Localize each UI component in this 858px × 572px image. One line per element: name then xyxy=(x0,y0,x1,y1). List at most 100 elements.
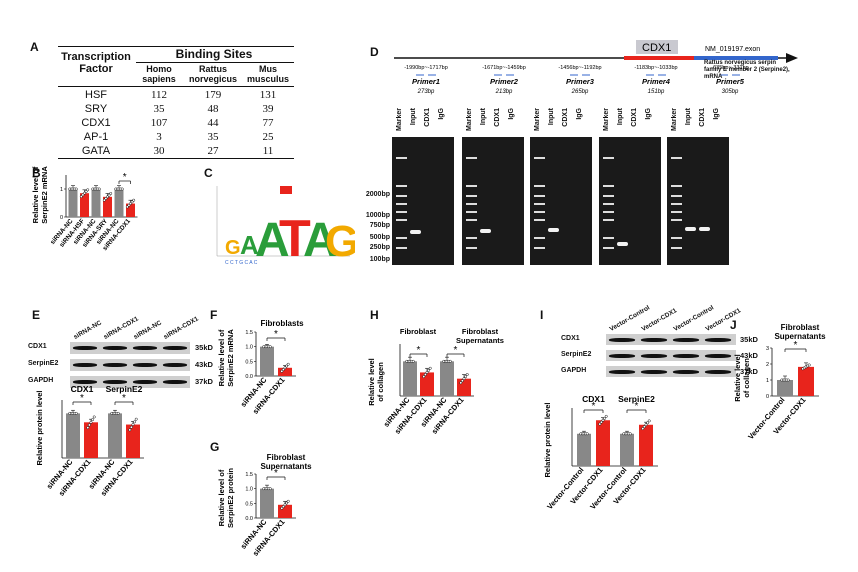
ladder-band xyxy=(671,203,682,205)
data-point xyxy=(83,191,86,195)
protein-band xyxy=(73,346,97,350)
ladder-band xyxy=(603,195,614,197)
group-label: Fibroblast xyxy=(400,327,437,336)
table-cell: 179 xyxy=(204,89,222,101)
table-cell: 3 xyxy=(156,131,162,143)
y-tick-label: 3 xyxy=(766,346,769,352)
data-point xyxy=(647,419,651,423)
significance-star: * xyxy=(635,401,639,412)
data-point xyxy=(460,379,464,383)
ladder-band xyxy=(603,185,614,187)
bar xyxy=(798,366,814,396)
y-tick-label: 1 xyxy=(60,187,63,193)
blot-lane-label: siRNA-NC xyxy=(72,319,103,341)
ladder-band xyxy=(603,237,614,239)
primer-size: 151bp xyxy=(648,89,665,95)
y-axis-label: SerpinE2 mRNA xyxy=(40,166,49,224)
species-rattus: Rattus norvegicus xyxy=(188,64,237,84)
ladder-band xyxy=(396,195,407,197)
table-cell: 11 xyxy=(262,145,274,157)
protein-band xyxy=(609,353,635,358)
data-point xyxy=(585,432,589,436)
y-axis-label: Relative level xyxy=(368,358,376,406)
table-cell: 25 xyxy=(262,131,274,143)
data-point xyxy=(604,414,608,418)
data-point xyxy=(599,420,603,424)
y-axis-label: Relative protein level xyxy=(35,390,44,465)
col-header-tf: Transcription Factor xyxy=(61,51,131,75)
bar xyxy=(440,361,454,396)
data-point xyxy=(106,195,109,199)
logo-letter-a2: A xyxy=(255,214,290,266)
data-point xyxy=(646,421,650,425)
primer-name: Primer5 xyxy=(716,77,745,86)
bar xyxy=(620,433,634,466)
ladder-label: 750bp xyxy=(369,222,390,229)
ladder-band xyxy=(466,195,477,197)
primer-name: Primer4 xyxy=(642,77,671,86)
data-point xyxy=(641,427,645,431)
blot-row-label: CDX1 xyxy=(561,335,580,342)
blot-kd-label: 35kD xyxy=(740,335,758,344)
data-point xyxy=(120,187,124,191)
y-axis-label: of collagen xyxy=(376,362,385,402)
blot-strip xyxy=(70,342,190,354)
binding-sites-table: Transcription Factor Binding Sites Homo … xyxy=(58,46,294,160)
y-axis-label: SerpinE2 protein xyxy=(226,468,235,528)
promoter-map: CDX1 NM_019197. exon -1990bp~-1717bp Prim… xyxy=(394,40,798,95)
bar xyxy=(68,189,78,217)
logo-letter-t-small xyxy=(280,186,292,194)
blot-row-label: GAPDH xyxy=(28,377,54,384)
ladder-band xyxy=(603,157,614,159)
ladder-label: 1000bp xyxy=(365,212,390,219)
panel-label-j: J xyxy=(730,318,737,332)
gel-lane-label: IgG xyxy=(645,108,652,120)
data-point xyxy=(81,193,85,197)
cdx1-box-label: CDX1 xyxy=(642,42,671,54)
significance-star: * xyxy=(123,172,127,183)
ladder-band xyxy=(396,247,407,249)
ladder-label: 250bp xyxy=(369,244,390,251)
bar xyxy=(108,413,122,458)
primer-name: Primer2 xyxy=(490,77,519,86)
data-point xyxy=(598,422,602,426)
data-point xyxy=(92,415,96,419)
group-label: CDX1 xyxy=(71,384,94,394)
panel-label-g: G xyxy=(210,440,220,454)
primer-range: -1671bp~-1459bp xyxy=(482,65,526,71)
protein-band xyxy=(705,353,731,358)
primer-size: 273bp xyxy=(417,89,435,95)
significance-star: * xyxy=(454,345,458,356)
pcr-band xyxy=(617,242,628,246)
significance-star: * xyxy=(592,401,596,412)
gel-lane-label: Marker xyxy=(396,108,403,131)
data-point xyxy=(129,425,133,429)
protein-band xyxy=(133,363,157,367)
chart-g: FibroblastSupernatants0.00.51.01.5siRNA-… xyxy=(217,453,312,558)
panel-label-d: D xyxy=(370,45,379,59)
blot-lane-label: siRNA-CDX1 xyxy=(162,315,200,341)
blot-strip xyxy=(606,350,736,361)
chart-b: 01siRNA-NCsiRNA-HSFsiRNA-NCsiRNA-SRYsiRN… xyxy=(31,166,138,252)
logo-minor-letters: C C T G C A C xyxy=(225,260,258,266)
group-label: CDX1 xyxy=(582,394,605,404)
y-tick-label: 1 xyxy=(766,378,769,384)
cdx1-box xyxy=(636,40,678,54)
bar xyxy=(577,433,591,466)
panel-label-i: I xyxy=(540,308,544,322)
protein-band xyxy=(163,346,187,350)
data-point xyxy=(127,203,131,207)
table-cell: 30 xyxy=(153,145,165,157)
data-point xyxy=(425,370,429,374)
table-cell: 48 xyxy=(207,103,219,115)
table-cell: 77 xyxy=(262,117,274,129)
data-point xyxy=(786,378,790,382)
data-point xyxy=(268,487,272,491)
table-cell: 44 xyxy=(207,117,219,129)
data-point xyxy=(84,190,88,193)
agarose-gel xyxy=(530,137,592,265)
protein-band xyxy=(609,337,635,342)
data-point xyxy=(807,363,811,367)
data-point xyxy=(448,359,452,363)
data-point xyxy=(130,200,134,204)
